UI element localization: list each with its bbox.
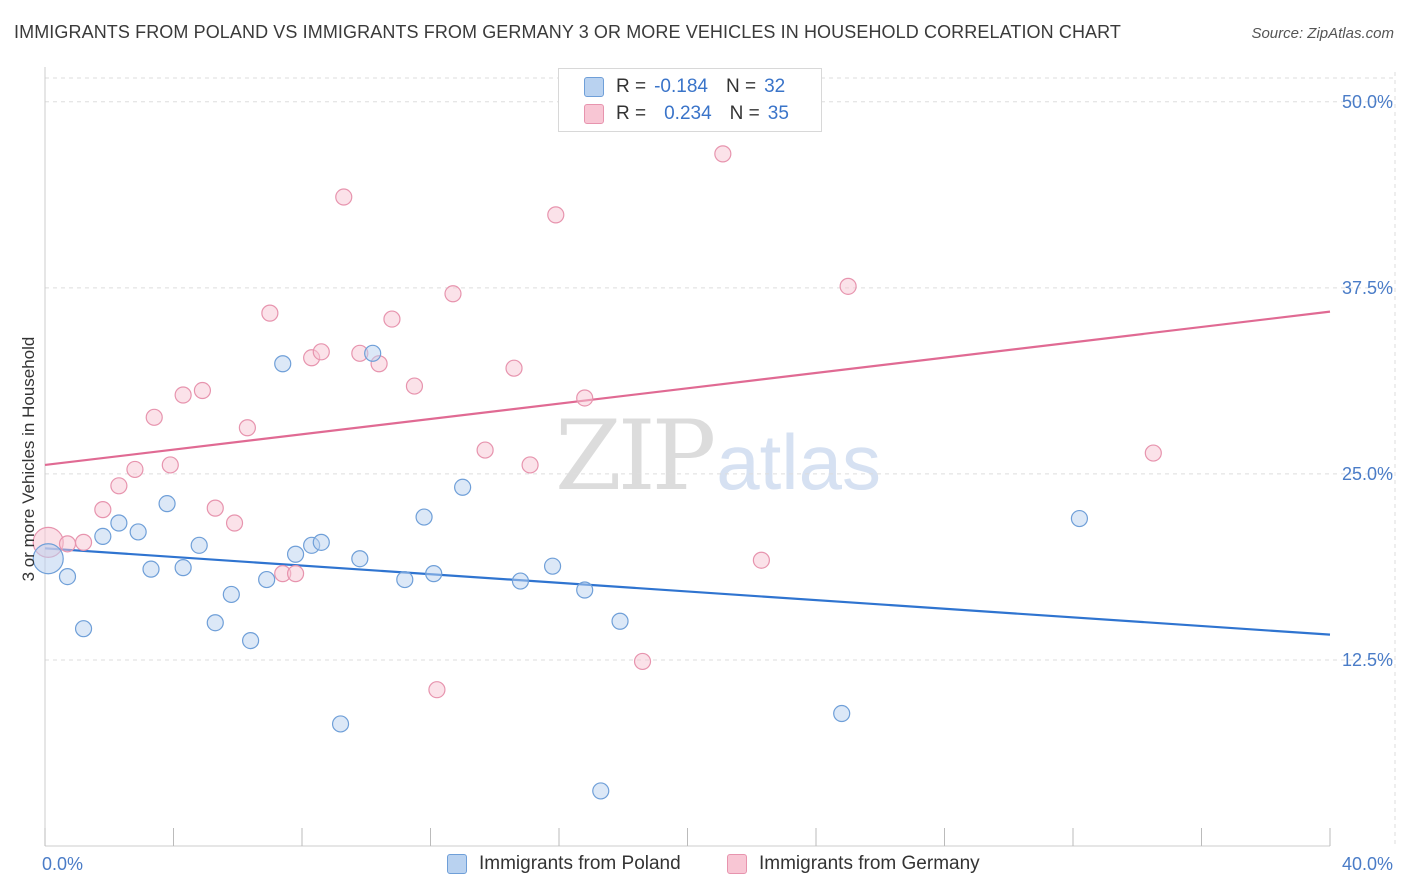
point-poland [425, 565, 443, 583]
point-poland [286, 545, 305, 563]
point-germany [839, 277, 857, 295]
bottom-legend-poland: Immigrants from Poland [447, 852, 681, 876]
point-germany [547, 206, 565, 224]
point-germany [335, 188, 353, 206]
trend-line-poland [44, 547, 1331, 636]
legend-row-germany: R = 0.234 N = 35 [584, 101, 789, 127]
legend-r-value-germany: 0.234 [664, 103, 712, 124]
point-poland [158, 495, 176, 513]
point-germany [126, 460, 144, 479]
trend-lines [44, 310, 1331, 636]
bottom-legend-germany: Immigrants from Germany [727, 852, 980, 876]
y-axis-label: 3 or more Vehicles in Household [19, 337, 38, 582]
x-tick-label: 40.0% [1342, 854, 1393, 874]
point-germany [286, 565, 305, 583]
point-poland [129, 523, 147, 541]
point-germany [74, 533, 93, 551]
point-germany [576, 389, 594, 407]
point-germany [58, 535, 77, 553]
legend-row-poland: R = -0.184 N = 32 [584, 74, 785, 100]
point-poland [242, 631, 260, 650]
point-germany [521, 456, 539, 474]
legend-n-label: N = [725, 76, 757, 97]
point-germany [261, 304, 279, 322]
point-germany [161, 456, 179, 474]
point-poland [58, 567, 77, 586]
point-poland [396, 570, 414, 589]
legend-swatch-poland [447, 854, 467, 874]
point-germany [312, 343, 330, 361]
grid-lines [45, 72, 1396, 846]
legend-label-poland: Immigrants from Poland [479, 853, 681, 874]
point-poland [274, 355, 292, 373]
point-germany [444, 285, 462, 303]
point-poland [592, 782, 610, 800]
legend-n-value-germany: 35 [767, 103, 789, 124]
point-germany [405, 377, 424, 395]
point-germany [428, 681, 446, 699]
point-poland [190, 536, 208, 554]
tick-labels: 12.5% 25.0% 37.5% 50.0% 0.0% 40.0% 3 or more V… [19, 92, 1393, 874]
point-poland [415, 508, 433, 526]
point-germany [94, 501, 112, 519]
point-poland [454, 478, 472, 496]
y-tick-label: 25.0% [1342, 464, 1393, 484]
point-poland [511, 572, 530, 590]
legend-n-value-poland: 32 [764, 76, 786, 97]
point-poland [351, 550, 369, 568]
legend-swatch-poland [584, 77, 604, 97]
y-tick-label: 50.0% [1342, 92, 1393, 112]
point-germany [714, 145, 732, 163]
legend-r-label: R = [616, 103, 647, 124]
point-germany [174, 386, 192, 404]
point-poland [833, 704, 851, 723]
point-poland [32, 543, 64, 575]
point-poland [1070, 509, 1089, 528]
point-poland [174, 559, 192, 577]
point-poland [74, 620, 93, 638]
point-germany [633, 652, 652, 671]
legend-n-label: N = [729, 103, 760, 124]
point-poland [258, 570, 276, 589]
point-poland [206, 614, 224, 632]
point-germany [110, 477, 128, 495]
point-poland [110, 514, 128, 532]
trend-line-germany [44, 310, 1331, 467]
legend-swatch-germany [727, 854, 747, 874]
point-germany [225, 514, 244, 532]
point-poland [543, 557, 562, 575]
axes [44, 67, 1331, 847]
point-germany [1144, 444, 1162, 462]
point-germany [383, 310, 401, 328]
point-germany [145, 408, 163, 426]
chart-title: IMMIGRANTS FROM POLAND VS IMMIGRANTS FRO… [14, 22, 1122, 42]
point-germany [193, 381, 212, 400]
point-poland [142, 560, 160, 578]
correlation-legend: R = -0.184 N = 32 R = 0.234 N = 35 [558, 68, 822, 132]
point-poland [576, 581, 594, 599]
data-points [32, 145, 1162, 800]
legend-swatch-germany [584, 104, 604, 124]
y-tick-label: 12.5% [1342, 650, 1393, 670]
legend-r-label: R = [616, 76, 647, 97]
point-poland [611, 612, 629, 630]
point-poland [331, 715, 350, 733]
y-tick-label: 37.5% [1342, 278, 1393, 298]
point-germany [752, 551, 770, 569]
point-poland [222, 585, 240, 604]
point-poland [364, 344, 382, 362]
point-poland [312, 533, 330, 551]
point-germany [238, 419, 256, 437]
point-germany [505, 359, 523, 377]
point-germany [476, 441, 494, 459]
source-credit: Source: ZipAtlas.com [1251, 25, 1394, 42]
point-poland [94, 527, 112, 546]
point-germany [206, 499, 224, 517]
legend-r-value-poland: -0.184 [654, 76, 708, 97]
x-tick-label: 0.0% [42, 854, 83, 874]
legend-label-germany: Immigrants from Germany [759, 853, 980, 874]
